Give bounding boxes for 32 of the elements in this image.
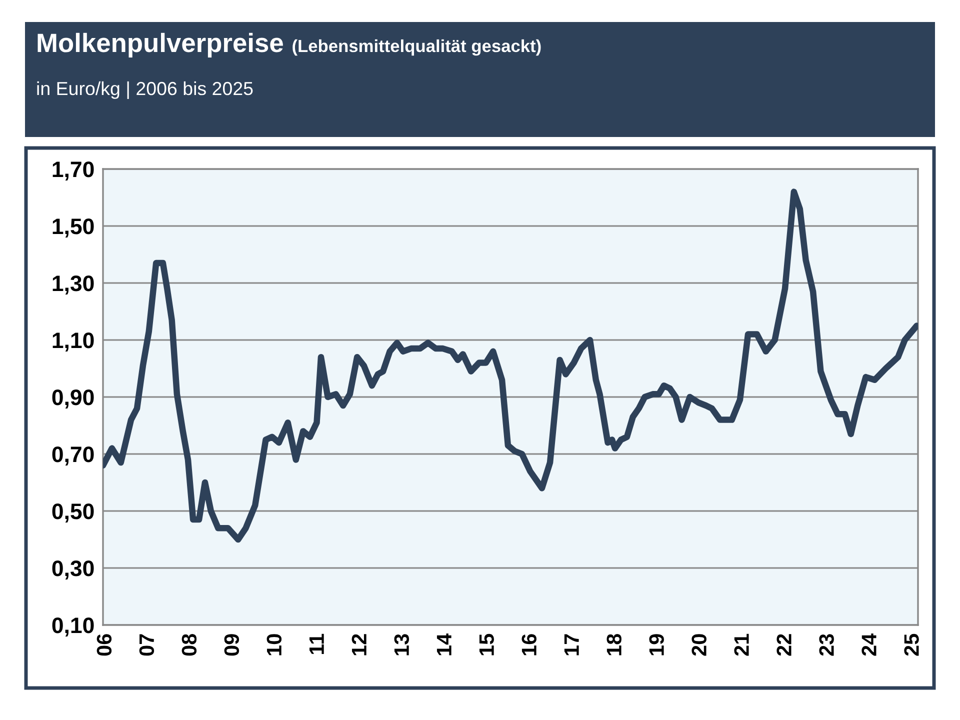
x-tick-label: 23: [819, 634, 834, 656]
text: in Euro/kg | 2006 bis 2025: [37, 81, 253, 99]
x-tick-label: 13: [394, 634, 410, 656]
x-tick-label: 06: [96, 634, 112, 656]
x-tick-label: 14: [436, 633, 452, 656]
x-tick-label: 18: [606, 634, 622, 656]
x-tick-label: 16: [522, 634, 536, 656]
chart-title: Molkenpulverpreise: [38, 32, 283, 58]
x-tick-label: 12: [352, 634, 366, 656]
y-tick-label: 0,90: [52, 390, 94, 408]
y-tick-label: 0,10: [52, 618, 94, 636]
x-tick-label: 25: [904, 634, 919, 656]
x-tick-label: 08: [182, 634, 197, 656]
x-tick-label: 21: [734, 634, 749, 656]
x-tick-label: 22: [776, 634, 792, 656]
x-tick-label: 07: [139, 634, 154, 656]
y-tick-label: 0,30: [52, 560, 94, 580]
y-tick-label: 1,30: [52, 276, 94, 294]
y-tick-label: 0,50: [52, 504, 94, 522]
x-tick-label: 09: [224, 634, 240, 656]
y-tick-label: 1,70: [52, 162, 94, 180]
x-tick-label: 20: [692, 634, 706, 656]
x-tick-label: 17: [564, 634, 579, 656]
x-tick-label: 11: [309, 634, 324, 654]
y-tick-label: 0,70: [52, 446, 94, 466]
y-tick-label: 1,50: [52, 218, 94, 238]
x-tick-label: 19: [649, 634, 664, 656]
chart-subtitle: (Lebensmittelqualität gesackt): [292, 39, 541, 56]
y-tick-label: 1,10: [52, 332, 94, 352]
x-tick-label: 15: [479, 634, 494, 656]
x-tick-label: 24: [862, 633, 876, 656]
x-tick-label: 10: [266, 634, 282, 656]
